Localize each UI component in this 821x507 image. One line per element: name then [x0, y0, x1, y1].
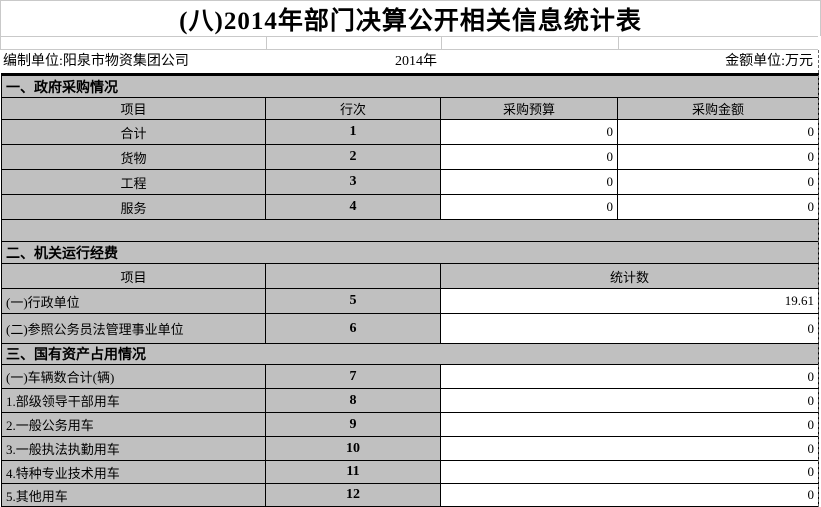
table-row: 5.其他用车 12 0 [1, 483, 819, 507]
cell-line-number: 4 [265, 194, 441, 220]
cell-item: 3.一般执法执勤用车 [1, 436, 266, 461]
section2-header-row: 二、机关运行经费 [1, 241, 819, 264]
cell-budget-value[interactable]: 0 [440, 144, 618, 170]
cell-line-number: 3 [265, 169, 441, 195]
title-row: (八)2014年部门决算公开相关信息统计表 [0, 0, 821, 36]
cell-line-number: 11 [265, 460, 441, 484]
cell-line-number: 5 [265, 288, 441, 314]
cell-line-number: 7 [265, 364, 441, 389]
column-header-budget: 采购预算 [440, 97, 618, 120]
cell-item: 合计 [1, 119, 266, 145]
cell-stat-value[interactable]: 0 [440, 483, 819, 507]
cell-item: 工程 [1, 169, 266, 195]
empty-cell [1, 219, 819, 242]
cell-item: 4.特种专业技术用车 [1, 460, 266, 484]
cell-line-number: 12 [265, 483, 441, 507]
table-row: 2.一般公务用车 9 0 [1, 412, 819, 437]
section3-header: 三、国有资产占用情况 [1, 343, 819, 365]
table-row: (二)参照公务员法管理事业单位 6 0 [1, 313, 819, 344]
cell-amount-value[interactable]: 0 [617, 169, 819, 195]
table-row: 服务 4 0 0 [1, 194, 819, 220]
prepared-by-label: 编制单位:阳泉市物资集团公司 [3, 54, 189, 69]
cell-stat-value[interactable]: 0 [440, 388, 819, 413]
column-header-stat: 统计数 [440, 263, 819, 289]
table-row: 3.一般执法执勤用车 10 0 [1, 436, 819, 461]
table-row: 1.部级领导干部用车 8 0 [1, 388, 819, 413]
cell-line-number: 10 [265, 436, 441, 461]
section2-column-header-row: 项目 统计数 [1, 263, 819, 289]
column-header-line: 行次 [265, 97, 441, 120]
cell-line-number: 8 [265, 388, 441, 413]
cell-item: 2.一般公务用车 [1, 412, 266, 437]
table-row: (一)行政单位 5 19.61 [1, 288, 819, 314]
cell-item: (一)车辆数合计(辆) [1, 364, 266, 389]
table-row: 工程 3 0 0 [1, 169, 819, 195]
section1-header-row: 一、政府采购情况 [1, 74, 819, 98]
spacer-row [1, 219, 819, 242]
cell-budget-value[interactable]: 0 [440, 119, 618, 145]
cell-amount-value[interactable]: 0 [617, 119, 819, 145]
table-row: 货物 2 0 0 [1, 144, 819, 170]
column-header-item: 项目 [1, 263, 266, 289]
column-header-amount: 采购金额 [617, 97, 819, 120]
empty-grid-row [0, 36, 818, 50]
cell-line-number: 6 [265, 313, 441, 344]
cell-stat-value[interactable]: 0 [440, 364, 819, 389]
table-row: (一)车辆数合计(辆) 7 0 [1, 364, 819, 389]
cell-stat-value[interactable]: 0 [440, 436, 819, 461]
column-header-item: 项目 [1, 97, 266, 120]
section1-header: 一、政府采购情况 [1, 74, 819, 98]
cell-item: 5.其他用车 [1, 483, 266, 507]
section1-column-header-row: 项目 行次 采购预算 采购金额 [1, 97, 819, 120]
cell-budget-value[interactable]: 0 [440, 169, 618, 195]
info-row: 编制单位:阳泉市物资集团公司 2014年 金额单位:万元 [0, 50, 818, 73]
cell-stat-value[interactable]: 0 [440, 412, 819, 437]
cell-stat-value[interactable]: 0 [440, 313, 819, 344]
amount-unit-label: 金额单位:万元 [725, 54, 813, 69]
cell-amount-value[interactable]: 0 [617, 144, 819, 170]
cell-item: (二)参照公务员法管理事业单位 [1, 313, 266, 344]
cell-item: (一)行政单位 [1, 288, 266, 314]
table-row: 合计 1 0 0 [1, 119, 819, 145]
cell-line-number: 1 [265, 119, 441, 145]
cell-line-number: 9 [265, 412, 441, 437]
cell-item: 服务 [1, 194, 266, 220]
statistics-table: 一、政府采购情况 项目 行次 采购预算 采购金额 合计 1 0 0 货物 2 0… [1, 73, 819, 507]
empty-cell [265, 263, 441, 289]
page-break-dashed-line [818, 50, 819, 507]
page-title: (八)2014年部门决算公开相关信息统计表 [179, 7, 642, 35]
gridline [618, 37, 619, 49]
section2-header: 二、机关运行经费 [1, 241, 819, 264]
cell-stat-value[interactable]: 19.61 [440, 288, 819, 314]
cell-stat-value[interactable]: 0 [440, 460, 819, 484]
cell-item: 货物 [1, 144, 266, 170]
table-row: 4.特种专业技术用车 11 0 [1, 460, 819, 484]
gridline [266, 37, 267, 49]
cell-item: 1.部级领导干部用车 [1, 388, 266, 413]
cell-amount-value[interactable]: 0 [617, 194, 819, 220]
section3-header-row: 三、国有资产占用情况 [1, 343, 819, 365]
cell-line-number: 2 [265, 144, 441, 170]
gridline [441, 37, 442, 49]
cell-budget-value[interactable]: 0 [440, 194, 618, 220]
year-label: 2014年 [395, 54, 437, 69]
